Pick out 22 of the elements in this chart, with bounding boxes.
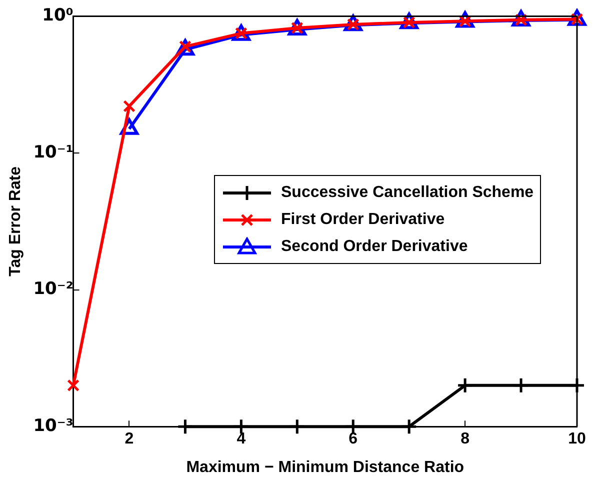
legend-label: Second Order Derivative <box>281 238 468 256</box>
point <box>176 418 194 435</box>
y-tick-label: 10⁻¹ <box>33 142 74 162</box>
point <box>456 377 474 394</box>
x-tick-label: 4 <box>236 430 246 448</box>
y-tick-label: 10⁰ <box>42 6 74 26</box>
point <box>67 379 80 392</box>
point <box>568 377 586 394</box>
point <box>123 100 136 112</box>
legend-label: First Order Derivative <box>281 210 445 228</box>
legend-label: Successive Cancellation Scheme <box>281 184 534 202</box>
x-tick-label: 2 <box>124 430 134 448</box>
y-axis-title: Tag Error Rate <box>7 166 24 276</box>
y-tick-label: 10⁻² <box>33 279 74 300</box>
x-tick-label: 6 <box>348 430 358 448</box>
x-tick-label: 8 <box>460 430 470 448</box>
x-axis-title: Maximum − Minimum Distance Ratio <box>186 458 464 476</box>
point <box>512 377 530 394</box>
point <box>288 418 306 435</box>
y-tick-label: 10⁻³ <box>33 416 74 436</box>
point <box>400 418 418 435</box>
x-tick-label: 10 <box>568 430 586 448</box>
